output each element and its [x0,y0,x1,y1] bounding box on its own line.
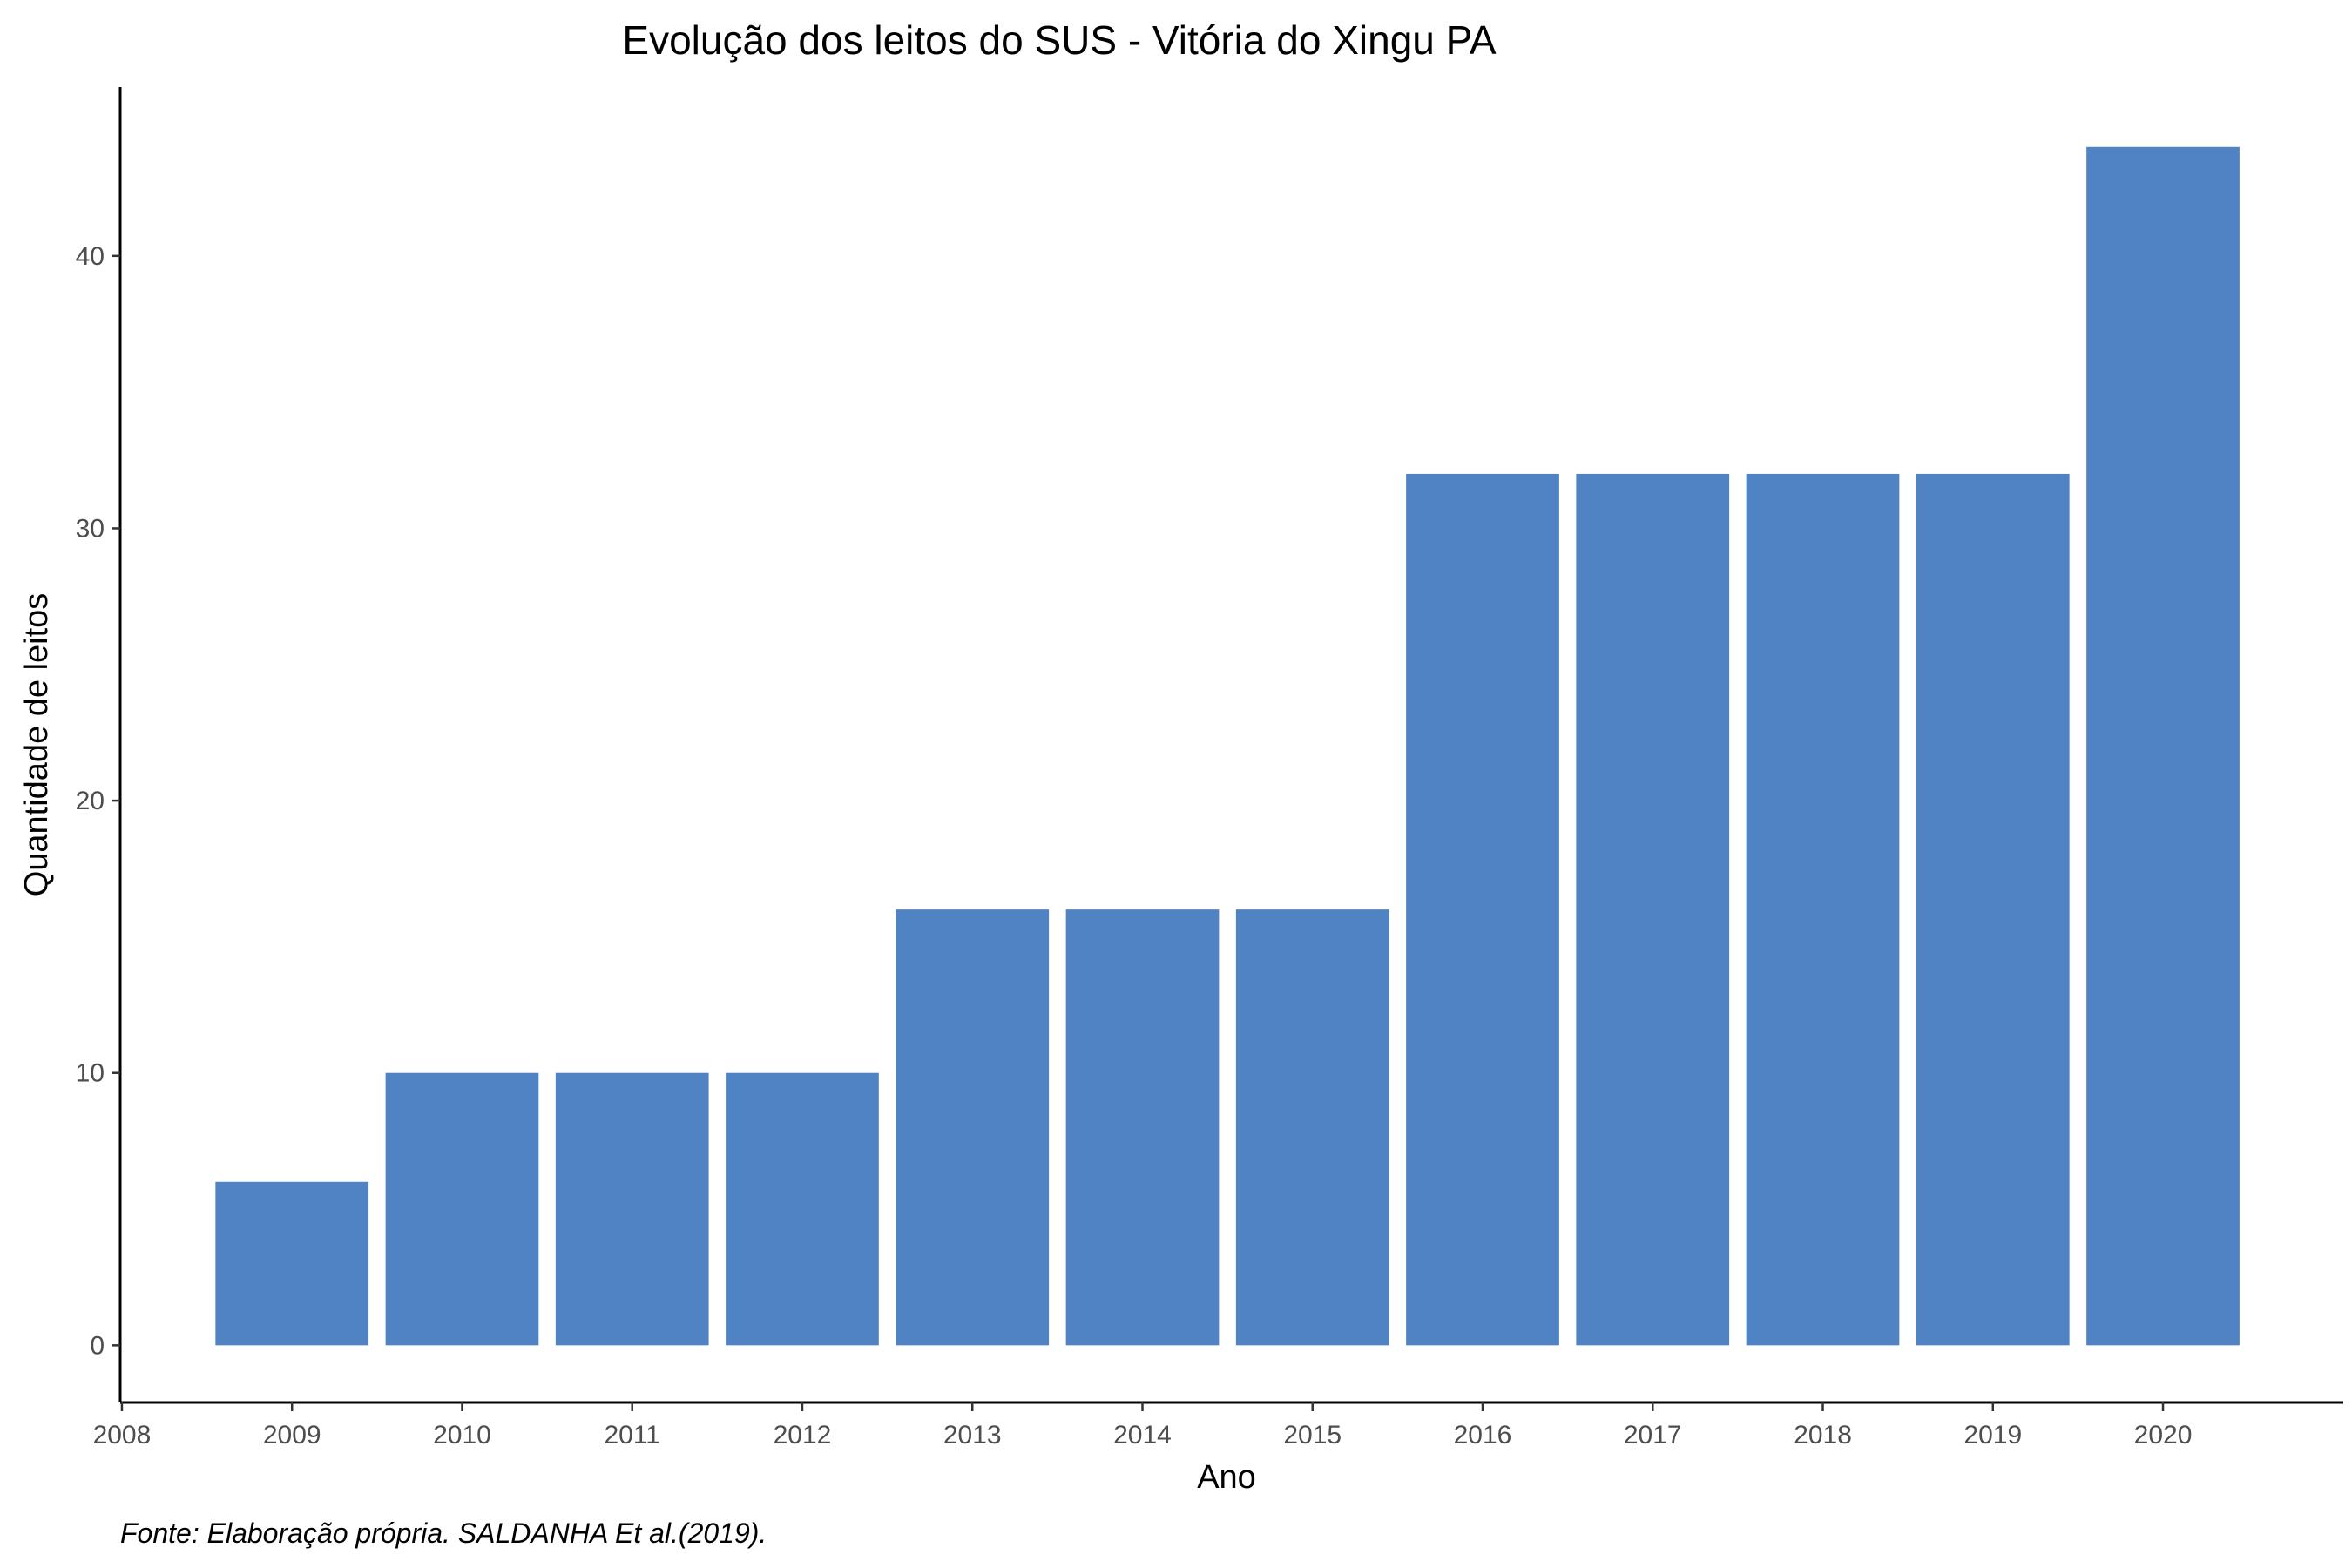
bar-2011 [555,1072,709,1346]
x-tick-label: 2015 [1283,1421,1342,1450]
x-tick-label: 2020 [2134,1421,2193,1450]
x-tick-label: 2012 [774,1421,832,1450]
x-tick-label: 2018 [1794,1421,1852,1450]
chart-title: Evolução dos leitos do SUS - Vitória do … [622,17,1497,63]
y-tick-label: 0 [90,1331,105,1360]
x-tick-label: 2017 [1624,1421,1682,1450]
x-tick-label: 2010 [433,1421,491,1450]
bar-2020 [2086,146,2240,1346]
bar-2009 [215,1181,369,1346]
y-tick-label: 20 [76,787,105,815]
x-axis-title: Ano [1197,1459,1256,1496]
bar-2017 [1576,473,1730,1346]
x-tick-label: 2011 [604,1421,660,1450]
x-tick-label: 2008 [93,1421,152,1450]
y-axis-title: Quantidade de leitos [18,593,55,897]
y-tick-label: 10 [76,1059,105,1088]
bar-2018 [1746,473,1900,1346]
bars-group [215,146,2240,1346]
y-tick-label: 30 [76,514,105,543]
bar-2015 [1235,909,1389,1346]
bar-2013 [896,909,1050,1346]
y-axis: 0 10 20 30 40 [76,87,122,1402]
x-tick-label: 2014 [1113,1421,1172,1450]
bar-2016 [1406,473,1559,1346]
y-tick-label: 40 [76,242,105,271]
x-axis: 2008 2009 2010 2011 2012 2013 2014 2015 2016 2017… [93,1401,2343,1450]
bar-2012 [726,1072,879,1346]
bar-2019 [1916,473,2070,1346]
x-tick-label: 2009 [263,1421,321,1450]
x-tick-label: 2016 [1454,1421,1512,1450]
bar-2010 [385,1072,539,1346]
x-tick-label: 2019 [1963,1421,2022,1450]
x-tick-label: 2013 [943,1421,1002,1450]
bar-2014 [1065,909,1220,1346]
source-caption: Fonte: Elaboração própria. SALDANHA Et a… [120,1517,767,1549]
